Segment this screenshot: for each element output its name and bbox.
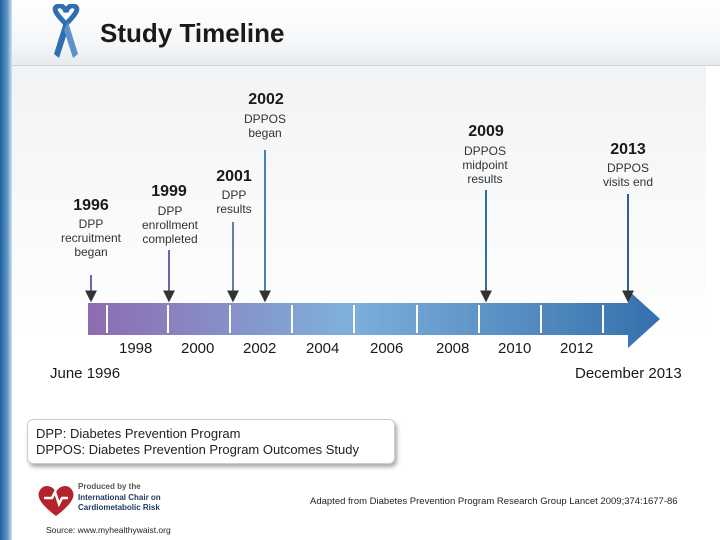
axis-tick-2010: 2010 xyxy=(498,340,532,357)
event-year-2009: 2009 xyxy=(468,123,504,140)
logo-line-2: International Chair on xyxy=(78,493,161,502)
heart-logo-icon xyxy=(38,486,74,516)
page-title: Study Timeline xyxy=(100,18,285,48)
event-label-2001: DPP results xyxy=(216,188,252,216)
legend-dppos: DPPOS: Diabetes Prevention Program Outco… xyxy=(36,442,359,457)
axis-tick-2012: 2012 xyxy=(560,340,594,357)
event-label-2002: DPPOS began xyxy=(243,112,286,140)
timeline-start-label: June 1996 xyxy=(50,365,121,382)
abbreviation-legend: DPP: Diabetes Prevention Program DPPOS: … xyxy=(27,419,395,464)
axis-tick-2008: 2008 xyxy=(436,340,470,357)
citation: Adapted from Diabetes Prevention Program… xyxy=(310,496,678,507)
source-link[interactable]: Source: www.myhealthywaist.org xyxy=(46,525,171,535)
axis-tick-2002: 2002 xyxy=(243,340,277,357)
event-year-2001: 2001 xyxy=(216,168,252,185)
event-label-2009: DPPOS midpoint results xyxy=(462,144,508,186)
event-pointers xyxy=(85,150,634,303)
timeline-arrow xyxy=(88,290,660,348)
header-bar: Study Timeline xyxy=(12,0,720,66)
event-year-1999: 1999 xyxy=(151,183,187,200)
legend-dpp: DPP: Diabetes Prevention Program xyxy=(36,426,241,441)
event-year-1996: 1996 xyxy=(73,197,109,214)
left-accent-strip xyxy=(0,0,12,540)
timeline-segment-dividers xyxy=(106,305,604,333)
axis-tick-2004: 2004 xyxy=(306,340,340,357)
event-year-2002: 2002 xyxy=(248,91,284,108)
axis-tick-2000: 2000 xyxy=(181,340,215,357)
logo-line-3: Cardiometabolic Risk xyxy=(78,503,160,512)
axis-tick-1998: 1998 xyxy=(119,340,153,357)
event-year-2013: 2013 xyxy=(610,141,646,158)
awareness-ribbon-icon xyxy=(52,4,80,58)
axis-tick-2006: 2006 xyxy=(370,340,404,357)
logo-line-1: Produced by the xyxy=(78,482,141,491)
event-label-2013: DPPOS visits end xyxy=(602,161,654,189)
event-label-1999: DPP enrollment completed xyxy=(141,204,199,246)
event-label-1996: DPP recruitment began xyxy=(60,217,122,259)
timeline-end-label: December 2013 xyxy=(575,365,682,382)
icc-logo: Produced by the International Chair on C… xyxy=(36,480,176,520)
